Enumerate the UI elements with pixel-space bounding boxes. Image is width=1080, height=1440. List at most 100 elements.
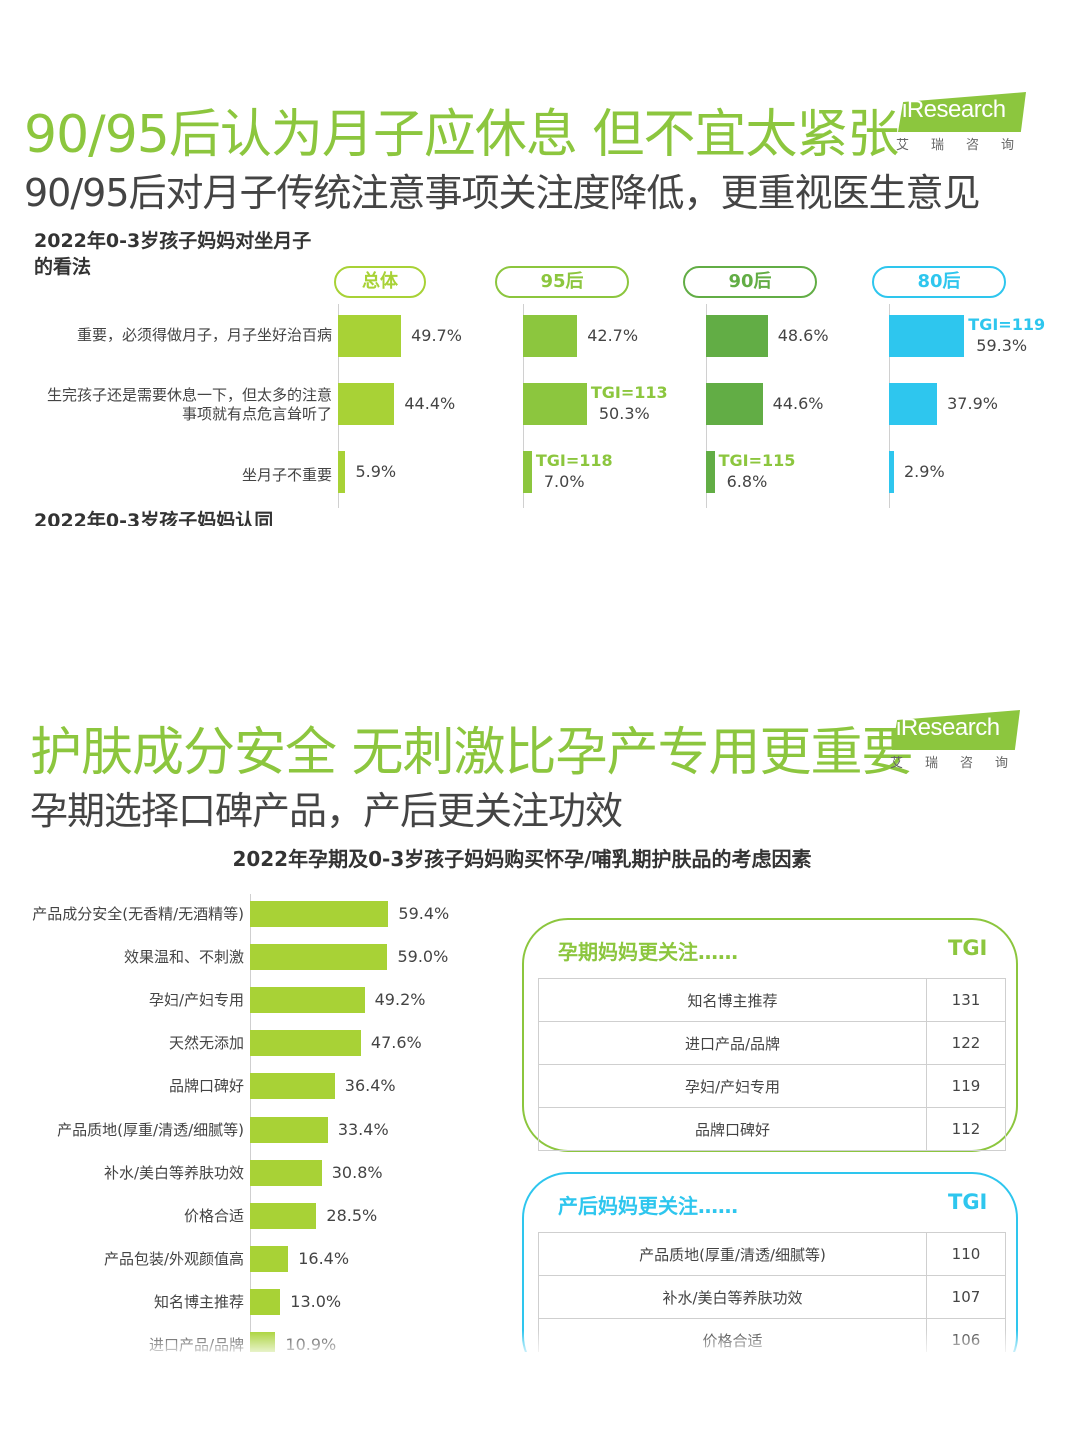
value-label: 30.8% (331, 1162, 383, 1182)
table-row: 品牌口碑好 112 (538, 1107, 1006, 1151)
value-label: 44.4% (404, 394, 456, 413)
pregnancy-panel-heading: 孕期妈妈更关注…… (558, 940, 738, 964)
category-label: 知名博主推荐 (153, 1292, 244, 1311)
bar (250, 1116, 328, 1143)
category-label: 生完孩子还是需要休息一下，但太多的注意事项就有点危言耸听了 (46, 386, 332, 423)
page-title: 90/95后认为月子应休息 但不宜太紧张 (24, 105, 899, 165)
category-label: 补水/美白等养肤功效 (103, 1163, 244, 1182)
bar-1-0 (523, 315, 578, 357)
value-label: 59.4% (398, 904, 450, 923)
value-label: 16.4% (298, 1248, 350, 1268)
table-item-cell: 品牌口碑好 (538, 1107, 927, 1151)
bar (250, 1073, 335, 1100)
value-label: 59.3% (976, 336, 1028, 355)
bar-0-1 (338, 383, 395, 425)
value-label: 28.5% (326, 1205, 378, 1225)
page-title-2: 护肤成分安全 无刺激比孕产专用更重要 (30, 723, 914, 783)
value-label: 7.0% (543, 472, 585, 491)
value-label: 49.7% (411, 326, 462, 345)
bar (250, 1245, 289, 1272)
bottom-blank-area (0, 1352, 1080, 1440)
postpartum-panel-heading: 产后妈妈更关注…… (558, 1194, 738, 1218)
table-tgi-cell: 110 (926, 1232, 1006, 1276)
table-tgi-cell: 131 (926, 978, 1006, 1022)
series-pill-2: 90后 (683, 266, 817, 298)
table-item-cell: 补水/美白等养肤功效 (538, 1275, 927, 1319)
value-label: 48.6% (777, 326, 829, 345)
series-pill-1: 95后 (495, 266, 629, 298)
table-row: 进口产品/品牌 122 (538, 1021, 1006, 1065)
value-label: 50.3% (598, 404, 650, 423)
table-row: 补水/美白等养肤功效 107 (538, 1275, 1006, 1319)
value-label: 49.2% (374, 990, 426, 1010)
bar (250, 1030, 361, 1057)
table-tgi-cell: 112 (926, 1107, 1006, 1151)
page-subtitle-2: 孕期选择口碑产品，产后更关注功效 (30, 789, 623, 833)
bar-0-0 (338, 315, 402, 357)
bar (250, 1202, 317, 1229)
tgi-label: TGI=119 (968, 315, 1046, 334)
bar (250, 987, 365, 1014)
tgi-label: TGI=118 (535, 451, 613, 470)
chart-title: 2022年0-3岁孩子妈妈对坐月子的看法 (34, 230, 312, 278)
value-label: 5.9% (355, 462, 397, 481)
bar-0-2 (338, 451, 346, 493)
category-label: 品牌口碑好 (168, 1077, 244, 1096)
table-row: 孕妇/产妇专用 119 (538, 1064, 1006, 1108)
value-label: 13.0% (290, 1291, 342, 1311)
table-tgi-cell: 119 (926, 1064, 1006, 1108)
page-subtitle: 90/95后对月子传统注意事项关注度降低，更重视医生意见 (24, 171, 981, 215)
table-item-cell: 孕妇/产妇专用 (538, 1064, 927, 1108)
value-label: 6.8% (726, 472, 768, 491)
bar-2-1 (706, 383, 763, 425)
pregnancy-tgi-table: 知名博主推荐 131 进口产品/品牌 122 孕妇/产妇专用 119 品牌口碑好 112 (538, 978, 1006, 1151)
category-label: 产品包装/外观颜值高 (103, 1249, 244, 1268)
value-label: 47.6% (370, 1033, 422, 1053)
category-label: 价格合适 (183, 1206, 244, 1225)
iresearch-logo-2: iResearch 艾瑞咨询 (886, 710, 1026, 771)
category-label: 孕妇/产妇专用 (148, 991, 244, 1010)
category-label: 天然无添加 (168, 1034, 244, 1053)
logo-subtext: 艾瑞咨询 (890, 756, 1031, 771)
table-tgi-cell: 107 (926, 1275, 1006, 1319)
logo-word: iResearch (902, 96, 1006, 123)
tgi-label: TGI=113 (590, 383, 668, 402)
table-item-cell: 知名博主推荐 (538, 978, 927, 1022)
series-pill-3: 80后 (872, 266, 1006, 298)
bar-1-1 (523, 383, 587, 425)
table-item-cell: 产品质地(厚重/清透/细腻等) (538, 1232, 927, 1276)
iresearch-logo: iResearch 艾瑞咨询 (892, 92, 1032, 153)
bar-3-1 (889, 383, 938, 425)
category-label: 产品质地(厚重/清透/细腻等) (57, 1120, 244, 1139)
logo-word: iResearch (896, 714, 1000, 741)
value-label: 59.0% (397, 947, 449, 967)
pregnancy-focus-panel: 孕期妈妈更关注…… TGI 知名博主推荐 131 进口产品/品牌 122 孕妇/产妇专用… (522, 918, 1018, 1152)
bar (250, 1159, 322, 1186)
table-row: 知名博主推荐 131 (538, 978, 1006, 1022)
bar (250, 901, 389, 927)
value-label: 36.4% (344, 1076, 396, 1096)
next-chart-title-fragment: 2022年0-3岁孩子妈妈认同 (34, 510, 274, 526)
bar (250, 944, 388, 971)
bar-2-0 (706, 315, 768, 357)
category-label: 效果温和、不刺激 (123, 948, 244, 967)
bar-3-0 (889, 315, 965, 357)
table-tgi-cell: 122 (926, 1021, 1006, 1065)
pregnancy-tgi-header: TGI (948, 936, 988, 960)
table-item-cell: 进口产品/品牌 (538, 1021, 927, 1065)
category-label: 产品成分安全(无香精/无酒精等) (32, 905, 244, 923)
value-label: 44.6% (772, 394, 824, 413)
category-label: 坐月子不重要 (241, 466, 332, 484)
chart-title-2: 2022年孕期及0-3岁孩子妈妈购买怀孕/哺乳期护肤品的考虑因素 (232, 847, 812, 871)
bar-2-2 (706, 451, 715, 493)
bar-1-2 (523, 451, 532, 493)
value-label: 2.9% (904, 462, 945, 481)
logo-subtext: 艾瑞咨询 (896, 138, 1037, 153)
tgi-label: TGI=115 (718, 451, 796, 470)
value-label: 37.9% (947, 394, 998, 413)
bar (250, 1288, 281, 1315)
value-label: 42.7% (587, 326, 639, 345)
bar-3-2 (889, 451, 894, 493)
table-row: 产品质地(厚重/清透/细腻等) 110 (538, 1232, 1006, 1276)
series-pill-0: 总体 (334, 266, 426, 298)
